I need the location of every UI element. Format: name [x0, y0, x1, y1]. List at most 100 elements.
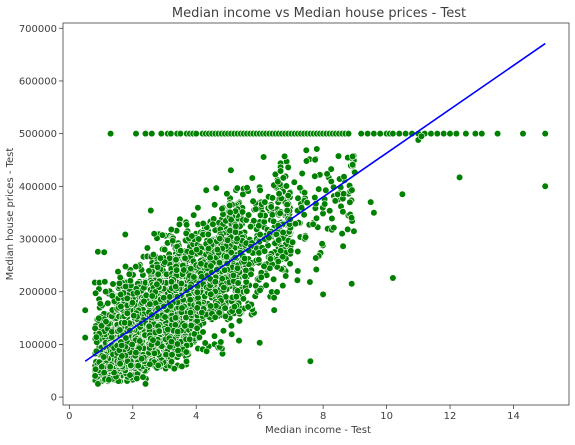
data-point: [81, 306, 89, 314]
data-point: [193, 246, 201, 254]
data-point: [149, 251, 157, 259]
data-point: [284, 163, 292, 171]
data-point: [328, 214, 336, 223]
data-point: [188, 232, 196, 240]
data-point: [180, 266, 188, 274]
chart-title: Median income vs Median house prices - T…: [172, 6, 466, 21]
data-point: [145, 267, 153, 275]
data-point: [195, 235, 203, 243]
data-point: [256, 286, 264, 294]
data-point: [132, 263, 140, 271]
data-point: [267, 203, 275, 211]
data-point: [102, 318, 110, 326]
data-point: [248, 174, 256, 182]
data-point: [344, 130, 353, 138]
data-point: [117, 302, 125, 311]
data-point: [260, 153, 268, 161]
data-point: [182, 348, 190, 356]
data-point: [298, 169, 306, 178]
data-point: [207, 302, 215, 310]
data-point: [370, 130, 378, 138]
data-point: [260, 262, 268, 270]
data-point: [243, 184, 251, 192]
data-point: [462, 130, 470, 138]
data-point: [232, 222, 240, 230]
data-point: [158, 231, 166, 239]
data-point: [330, 224, 338, 232]
data-point: [245, 211, 253, 219]
data-point: [344, 225, 352, 233]
data-point: [281, 152, 289, 160]
data-point: [266, 255, 275, 263]
data-point: [193, 288, 201, 296]
data-point: [389, 274, 397, 282]
y-tick-label: 200000: [19, 287, 57, 298]
data-point: [323, 170, 331, 178]
data-point: [199, 219, 207, 228]
data-point: [217, 338, 225, 346]
data-point: [223, 190, 231, 198]
data-point: [279, 228, 287, 237]
data-point: [357, 130, 365, 138]
data-point: [122, 334, 130, 342]
data-point: [91, 365, 100, 373]
data-point: [116, 326, 124, 334]
data-point: [192, 130, 200, 138]
data-point: [227, 322, 235, 330]
data-point: [150, 230, 158, 238]
data-point: [133, 289, 141, 297]
data-point: [456, 173, 464, 181]
data-point: [167, 338, 176, 346]
data-point: [174, 328, 182, 336]
data-point: [294, 247, 302, 256]
data-point: [296, 184, 304, 192]
data-point: [211, 201, 219, 209]
data-point: [128, 299, 137, 307]
data-point: [233, 184, 241, 192]
data-point: [349, 161, 357, 169]
data-point: [478, 130, 486, 138]
data-point: [238, 208, 247, 216]
data-point: [340, 190, 348, 198]
data-point: [149, 336, 157, 344]
data-point: [541, 130, 549, 138]
data-point: [96, 300, 104, 308]
data-point: [256, 339, 264, 347]
x-tick-label: 6: [257, 411, 263, 422]
data-point: [203, 347, 211, 355]
data-point: [229, 271, 237, 280]
data-point: [205, 244, 213, 253]
data-point: [216, 235, 224, 243]
data-point: [143, 244, 151, 252]
data-point: [319, 290, 327, 299]
data-point: [268, 194, 277, 202]
x-tick-label: 0: [66, 411, 72, 422]
data-point: [81, 334, 89, 342]
data-point: [167, 225, 175, 234]
data-point: [247, 223, 255, 231]
regression-layer: [84, 42, 546, 362]
data-point: [277, 167, 285, 175]
data-point: [94, 248, 102, 256]
data-point: [349, 152, 357, 161]
data-point: [117, 290, 125, 299]
data-point: [156, 254, 165, 262]
data-point: [311, 172, 319, 180]
data-point: [91, 289, 100, 297]
x-tick-label: 4: [193, 411, 199, 422]
data-point: [207, 290, 215, 298]
data-point: [398, 190, 407, 198]
data-point: [309, 220, 317, 228]
data-point: [120, 319, 129, 327]
data-point: [186, 296, 194, 304]
data-point: [92, 333, 100, 341]
data-point: [178, 304, 186, 312]
data-point: [142, 291, 150, 299]
data-point: [271, 170, 280, 178]
data-point: [206, 254, 214, 262]
data-point: [290, 178, 298, 186]
data-point: [181, 322, 189, 330]
data-point: [303, 199, 311, 207]
data-point: [167, 278, 176, 286]
